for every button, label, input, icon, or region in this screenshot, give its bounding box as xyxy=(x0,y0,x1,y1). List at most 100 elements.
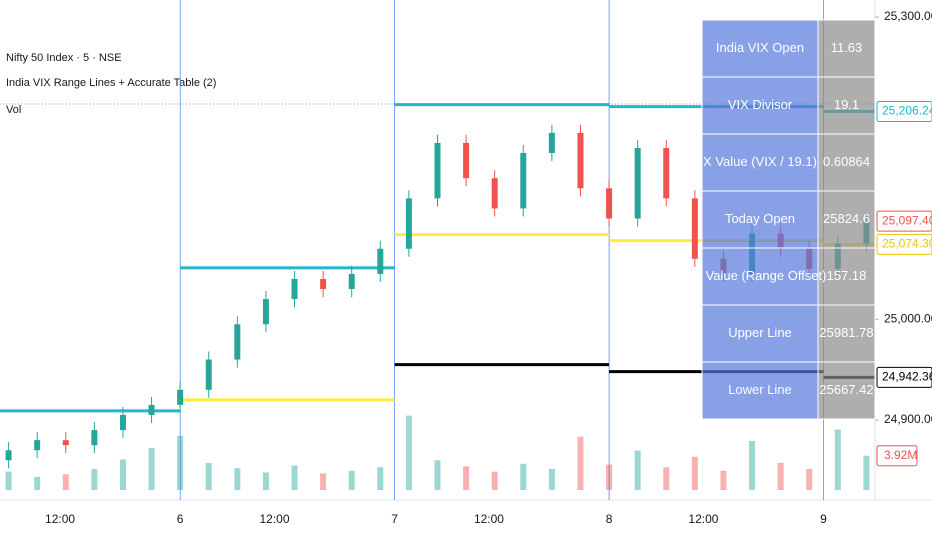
table-cell xyxy=(701,133,819,192)
candle-body xyxy=(548,132,555,154)
volume-bar xyxy=(548,469,555,490)
table-cell xyxy=(817,361,876,420)
table-cell xyxy=(701,247,819,306)
volume-bar xyxy=(34,476,41,490)
table-label: Y Value (Range Offset) xyxy=(694,268,827,283)
volume-bar xyxy=(720,470,727,490)
volume-bar xyxy=(377,467,384,490)
volume-bar xyxy=(634,450,641,490)
volume-bar xyxy=(119,459,126,490)
x-tick-label: 7 xyxy=(391,512,398,526)
price-tag-label: 25,074.30 xyxy=(882,237,932,251)
candle-body xyxy=(291,278,298,300)
volume-bar xyxy=(291,465,298,490)
volume-bar xyxy=(520,463,527,490)
volume-name: Vol xyxy=(6,104,21,116)
volume-bar xyxy=(491,471,498,490)
candle-body xyxy=(205,359,212,390)
table-label: X Value (VIX / 19.1) xyxy=(703,154,817,169)
volume-bar xyxy=(91,469,98,490)
table-cell xyxy=(817,304,876,363)
volume-bar xyxy=(62,474,69,490)
table-label: India VIX Open xyxy=(716,40,804,55)
candle-body xyxy=(148,404,155,415)
price-tag xyxy=(876,210,932,232)
x-tick-label: 12:00 xyxy=(688,512,718,526)
candle-body xyxy=(405,198,412,249)
volume-bar xyxy=(348,470,355,490)
x-tick-label: 6 xyxy=(177,512,184,526)
candle-body xyxy=(663,147,670,199)
volume-bar xyxy=(320,473,327,490)
volume-tag-label: 3.92M xyxy=(884,448,917,462)
candle-body xyxy=(463,142,470,179)
volume-bar xyxy=(863,455,870,490)
volume-bar xyxy=(749,441,756,490)
price-tag-label: 25,097.40 xyxy=(882,213,932,227)
table-value: 25667.42 xyxy=(819,382,873,397)
x-tick-label: 12:00 xyxy=(45,512,75,526)
indicator-name: India VIX Range Lines + Accurate Table (… xyxy=(6,77,216,89)
candle-body xyxy=(91,430,98,446)
x-tick-label: 12:00 xyxy=(259,512,289,526)
y-tick-label: 24,900.00 xyxy=(884,412,932,426)
volume-bar xyxy=(777,462,784,490)
candle-body xyxy=(177,389,184,405)
price-tag-label: 25,206.24 xyxy=(882,104,932,118)
candle-body xyxy=(262,299,269,325)
table-value: 25981.78 xyxy=(819,325,873,340)
candle-body xyxy=(62,440,69,446)
y-tick-label: 25,000.00 xyxy=(884,311,932,325)
candle-body xyxy=(577,132,584,189)
price-tag xyxy=(876,100,932,122)
volume-bar xyxy=(834,429,841,490)
table-label: Lower Line xyxy=(728,382,792,397)
candle-body xyxy=(634,147,641,219)
x-tick-label: 12:00 xyxy=(474,512,504,526)
x-tick-label: 8 xyxy=(606,512,613,526)
y-tick-label: 25,300.00 xyxy=(884,9,932,23)
volume-bar xyxy=(148,448,155,490)
candle-body xyxy=(320,278,327,290)
volume-bar xyxy=(606,464,613,490)
volume-bar xyxy=(205,462,212,490)
table-value: 25824.6 xyxy=(823,211,870,226)
candle-body xyxy=(34,440,41,451)
table-cell xyxy=(701,361,819,420)
volume-bar xyxy=(234,468,241,490)
volume-bar xyxy=(577,436,584,490)
symbol: Nifty 50 Index · 5 · NSE xyxy=(6,52,122,64)
table-label: Upper Line xyxy=(728,325,792,340)
table-label: Today Open xyxy=(725,211,795,226)
price-tag xyxy=(876,366,932,388)
table-cell xyxy=(817,190,876,249)
volume-bar xyxy=(806,469,813,490)
candle-body xyxy=(5,450,12,461)
x-tick-label: 9 xyxy=(820,512,827,526)
volume-bar xyxy=(262,472,269,490)
table-cell xyxy=(701,76,819,135)
volume-bar xyxy=(463,466,470,490)
table-cell xyxy=(817,76,876,135)
candle-body xyxy=(348,273,355,290)
volume-bar xyxy=(663,467,670,490)
table-cell xyxy=(701,304,819,363)
table-value: 0.60864 xyxy=(823,154,870,169)
table-value: 157.18 xyxy=(827,268,867,283)
candle-body xyxy=(119,414,126,431)
volume-tag xyxy=(876,445,918,467)
candle-body xyxy=(377,248,384,274)
candle-body xyxy=(606,188,613,219)
candle-body xyxy=(434,142,441,199)
volume-bar xyxy=(691,456,698,490)
table-cell xyxy=(817,247,876,306)
price-tag xyxy=(876,233,932,255)
price-tag-label: 24,942.36 xyxy=(882,369,932,383)
candle-body xyxy=(234,324,241,360)
volume-bar xyxy=(177,435,184,490)
table-value: 19.1 xyxy=(834,97,859,112)
table-value: 11.63 xyxy=(831,40,863,55)
candle-body xyxy=(491,178,498,209)
